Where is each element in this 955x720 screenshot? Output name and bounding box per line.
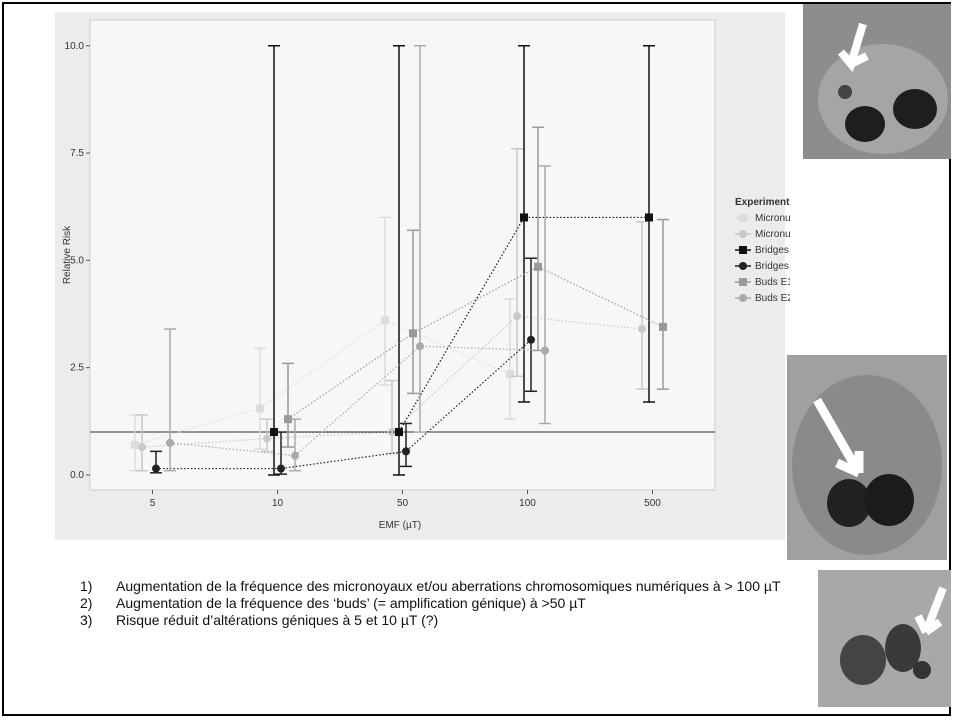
point <box>534 263 542 271</box>
note-text: Augmentation de la fréquence des ‘buds’ … <box>116 595 586 612</box>
point <box>520 213 528 221</box>
photo <box>818 570 951 707</box>
x-tick-label: 100 <box>519 498 536 509</box>
point <box>409 329 417 337</box>
legend-marker <box>739 214 747 222</box>
point <box>541 347 549 355</box>
point <box>402 447 410 455</box>
photo <box>803 4 951 159</box>
legend-marker <box>739 262 747 270</box>
y-tick-label: 2.5 <box>70 363 84 374</box>
point <box>277 465 285 473</box>
legend-label: Buds E2 <box>755 293 790 304</box>
point <box>291 452 299 460</box>
legend-marker <box>739 230 747 238</box>
point <box>659 323 667 331</box>
y-tick-label: 5.0 <box>70 255 84 266</box>
legend-marker <box>739 246 747 254</box>
point <box>395 428 403 436</box>
point <box>166 439 174 447</box>
photo-drawing <box>787 355 947 560</box>
note-number: 1) <box>80 578 116 595</box>
notes: 1)Augmentation de la fréquence des micro… <box>80 578 800 629</box>
chart: EMF (µT) Relative Risk Experiment 0.02.5… <box>0 0 790 545</box>
note-number: 3) <box>80 612 116 629</box>
x-tick-label: 5 <box>150 498 156 509</box>
legend-title: Experiment <box>735 197 790 208</box>
x-tick-label: 500 <box>644 498 661 509</box>
legend-label: Bridges E1 <box>755 245 790 256</box>
note: 3)Risque réduit d’altérations géniques à… <box>80 612 800 629</box>
point <box>388 428 396 436</box>
y-tick-label: 10.0 <box>65 41 85 52</box>
point <box>381 316 389 324</box>
legend-label: Micronuclei E2 <box>755 229 790 240</box>
note: 1)Augmentation de la fréquence des micro… <box>80 578 800 595</box>
point <box>152 465 160 473</box>
note: 2)Augmentation de la fréquence des ‘buds… <box>80 595 800 612</box>
point <box>138 443 146 451</box>
note-text: Risque réduit d’altérations géniques à 5… <box>116 612 438 629</box>
photo-drawing <box>818 570 951 707</box>
point <box>513 312 521 320</box>
point <box>131 441 139 449</box>
plot-panel <box>90 20 715 490</box>
note-text: Augmentation de la fréquence des microno… <box>116 578 781 595</box>
photo <box>787 355 947 560</box>
slide: EMF (µT) Relative Risk Experiment 0.02.5… <box>0 0 955 720</box>
y-tick-label: 7.5 <box>70 148 84 159</box>
legend-label: Bridges E2 <box>755 261 790 272</box>
point <box>645 213 653 221</box>
photo-drawing <box>803 4 951 159</box>
point <box>256 404 264 412</box>
point <box>527 336 535 344</box>
point <box>416 342 424 350</box>
legend-marker <box>739 294 747 302</box>
legend-marker <box>739 278 747 286</box>
note-number: 2) <box>80 595 116 612</box>
y-tick-label: 0.0 <box>70 470 84 481</box>
point <box>638 325 646 333</box>
legend-label: Micronuclei E1 <box>755 213 790 224</box>
point <box>263 434 271 442</box>
legend-label: Buds E1 <box>755 277 790 288</box>
x-axis-label: EMF (µT) <box>379 520 421 531</box>
x-tick-label: 50 <box>397 498 409 509</box>
x-tick-label: 10 <box>272 498 284 509</box>
